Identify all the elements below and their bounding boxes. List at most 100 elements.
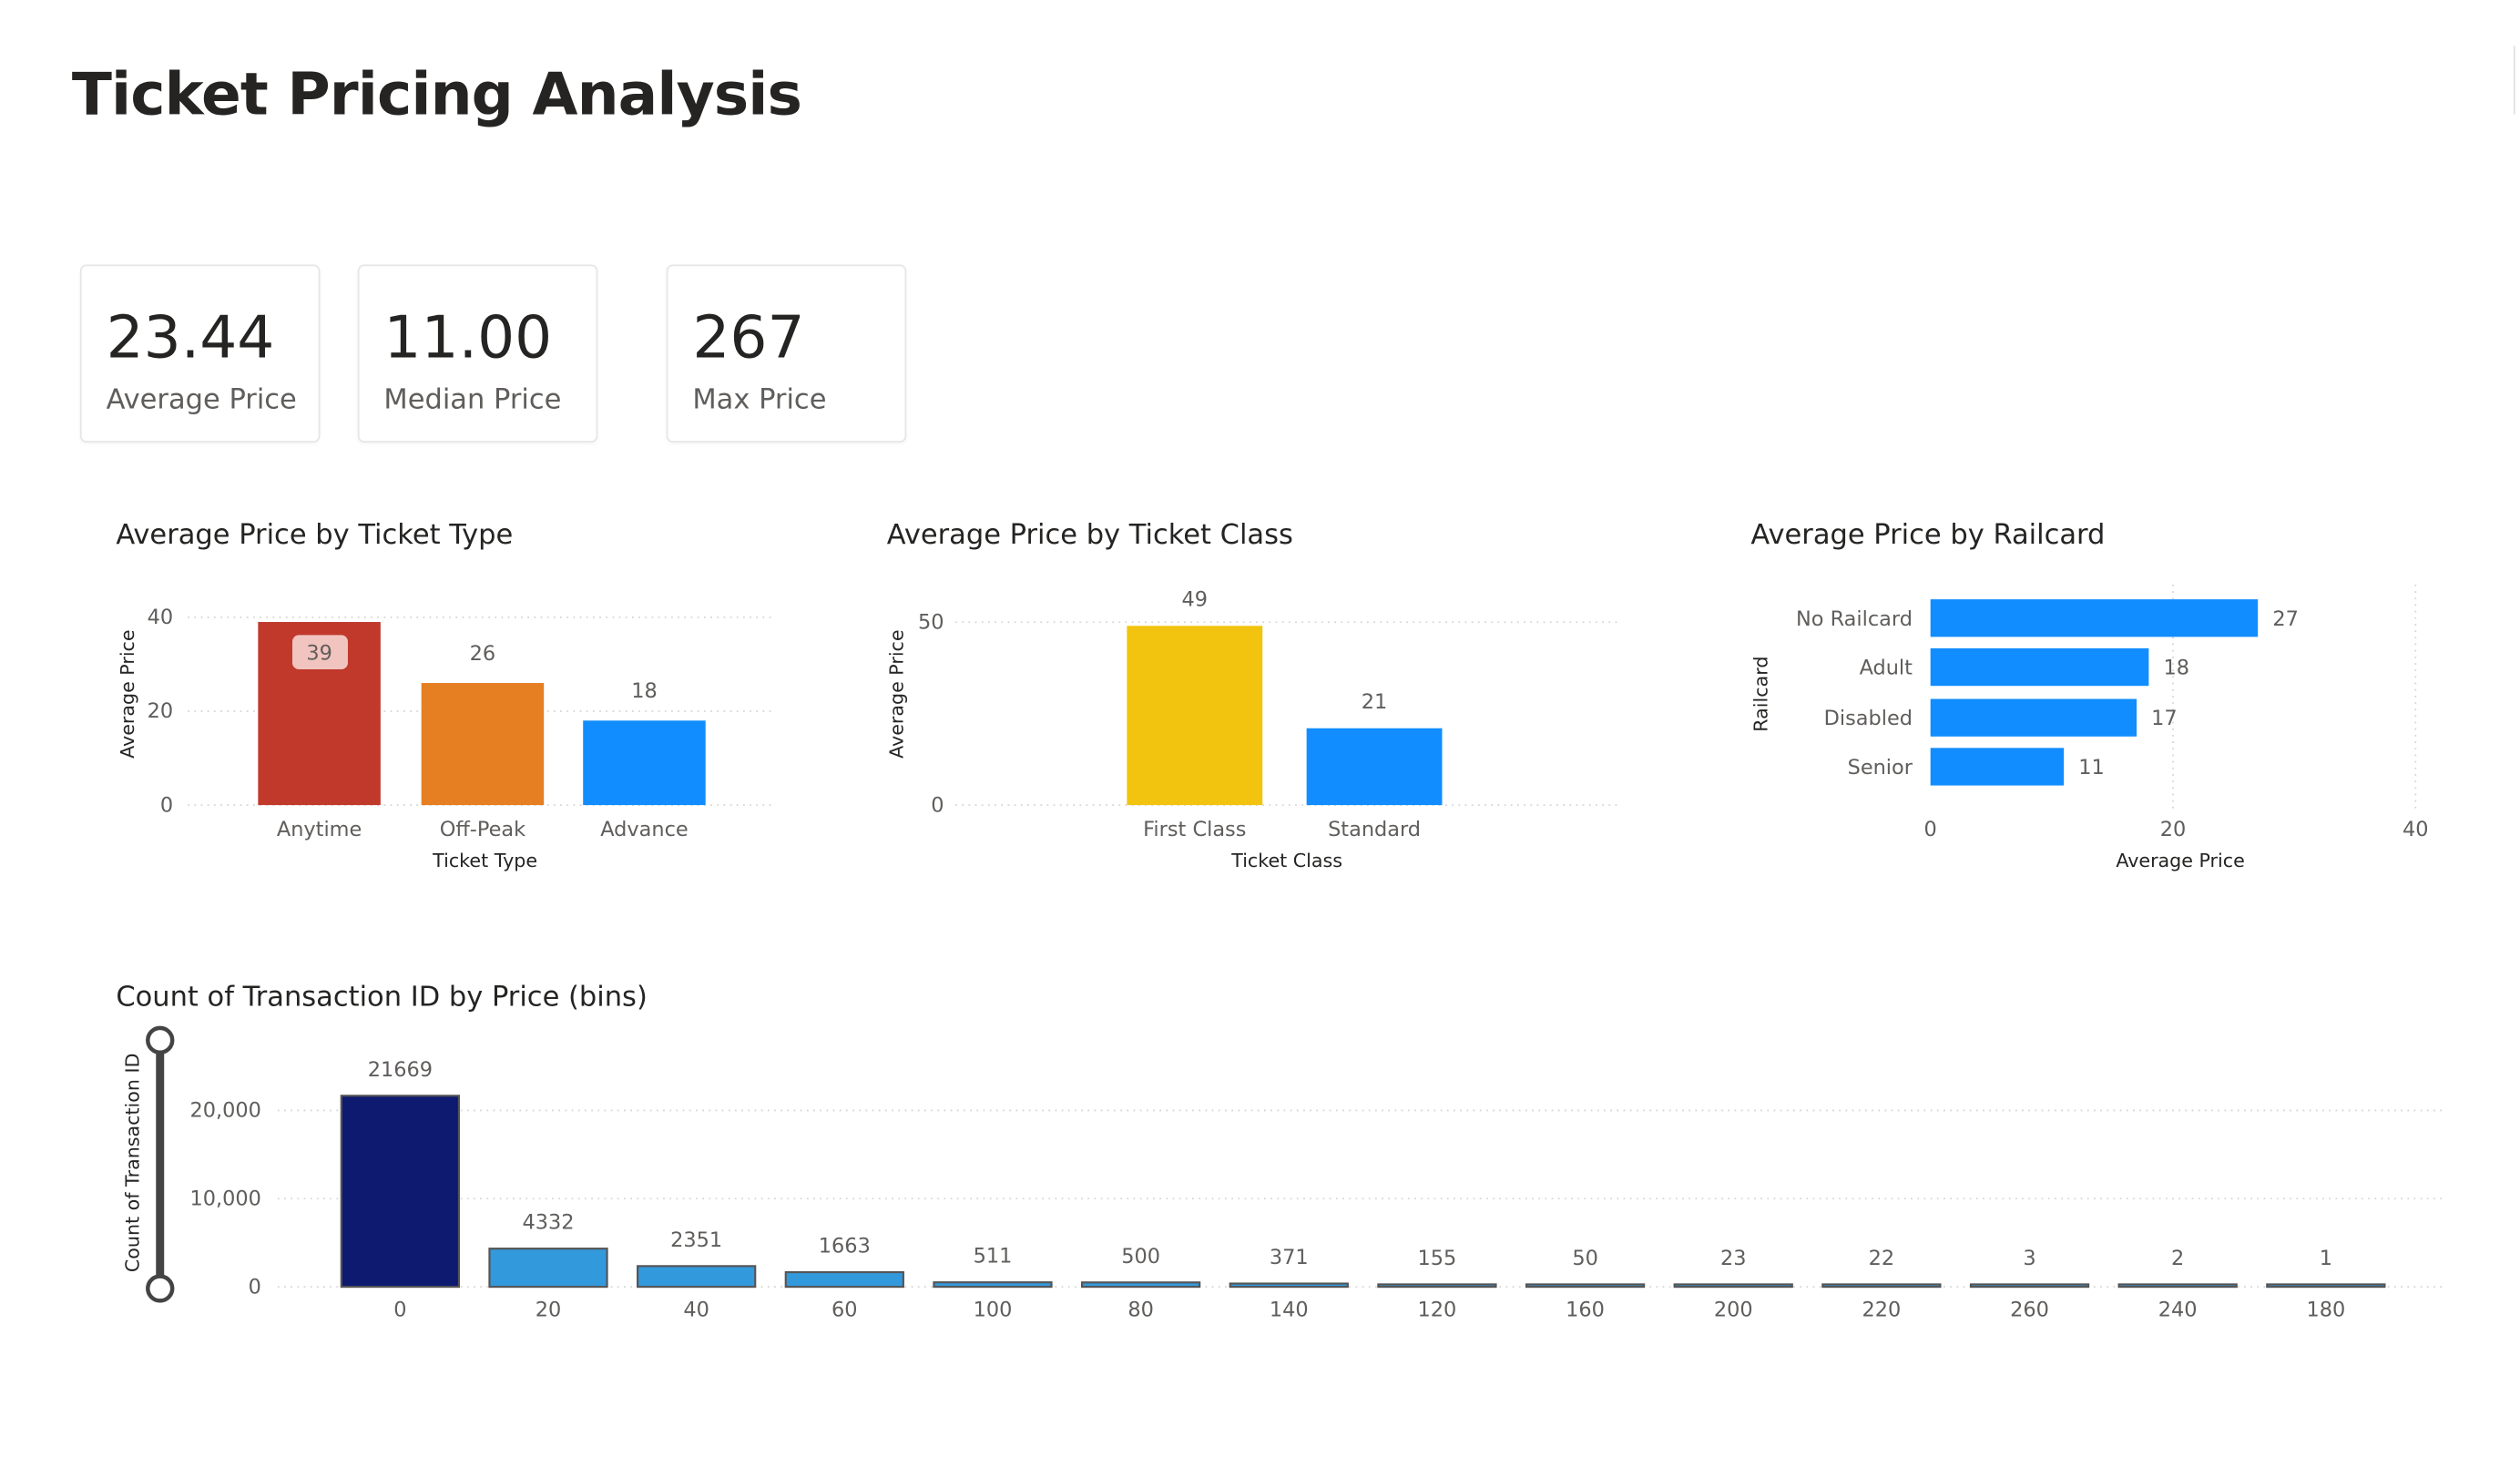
y-tick-label: 0 (931, 793, 944, 817)
y-tick-label: 0 (160, 793, 173, 817)
data-label: 50 (1572, 1247, 1598, 1270)
y-tick-label: 40 (148, 606, 174, 629)
x-tick-label: 0 (1924, 818, 1937, 841)
y-axis-title: Average Price (117, 629, 138, 758)
kpi-card-average-price[interactable]: 23.44 Average Price (79, 264, 321, 443)
data-label: 500 (1121, 1245, 1160, 1269)
y-tick-label[interactable]: Disabled (1824, 707, 1913, 730)
kpi-label: Average Price (106, 383, 297, 417)
bar-bin-160[interactable] (1525, 1283, 1646, 1289)
data-label: 18 (631, 679, 658, 703)
kpi-card-median-price[interactable]: 11.00 Median Price (357, 264, 598, 443)
x-tick-label[interactable]: 160 (1566, 1298, 1605, 1321)
data-label: 27 (2272, 607, 2299, 631)
kpi-value: 267 (692, 305, 805, 372)
data-label: 155 (1418, 1247, 1457, 1270)
data-label-badge (292, 635, 348, 670)
data-label: 39 (306, 641, 332, 665)
bar-bin-140[interactable] (1229, 1282, 1349, 1289)
kpi-value: 11.00 (383, 305, 553, 372)
chart-title-ticket-type: Average Price by Ticket Type (116, 519, 514, 553)
data-label: 2 (2171, 1247, 2184, 1270)
x-axis-title: Average Price (2116, 850, 2244, 871)
bar-bin-0[interactable] (340, 1095, 460, 1289)
data-label: 23 (1720, 1247, 1747, 1270)
kpi-label: Median Price (383, 383, 562, 417)
bar-senior[interactable] (1930, 748, 2065, 786)
x-tick-label[interactable]: 200 (1714, 1298, 1753, 1321)
bar-bin-120[interactable] (1377, 1283, 1497, 1289)
x-tick-label[interactable]: Advance (600, 818, 688, 841)
x-tick-label: 40 (2403, 818, 2429, 841)
bar-bin-200[interactable] (1673, 1283, 1793, 1289)
y-tick-label[interactable]: Adult (1860, 657, 1913, 680)
x-axis-title: Ticket Class (1230, 850, 1342, 871)
x-tick-label[interactable]: 60 (831, 1298, 858, 1321)
x-tick-label[interactable]: Off-Peak (440, 818, 525, 841)
y-axis-title: Railcard (1750, 657, 1771, 732)
bar-off-peak[interactable] (421, 683, 545, 806)
bar-bin-220[interactable] (1821, 1283, 1942, 1289)
x-tick-label[interactable]: 120 (1418, 1298, 1457, 1321)
x-tick-label[interactable]: 220 (1862, 1298, 1901, 1321)
bar-bin-80[interactable] (1080, 1281, 1201, 1289)
bar-advance[interactable] (583, 720, 706, 806)
bar-bin-240[interactable] (2117, 1283, 2238, 1289)
x-axis-title: Ticket Type (432, 850, 537, 871)
kpi-value: 23.44 (106, 305, 275, 372)
data-label: 2351 (670, 1228, 722, 1252)
data-label: 371 (1270, 1246, 1309, 1269)
bar-adult[interactable] (1930, 647, 2149, 687)
chart-title-railcard: Average Price by Railcard (1750, 519, 2106, 553)
y-tick-label: 20,000 (190, 1099, 261, 1123)
data-label: 21 (1362, 690, 1388, 714)
bar-bin-60[interactable] (784, 1270, 904, 1289)
bar-bin-260[interactable] (1969, 1283, 2090, 1289)
x-tick-label[interactable]: Anytime (277, 818, 362, 841)
data-label: 3 (2023, 1247, 2035, 1270)
bar-bin-20[interactable] (488, 1248, 608, 1289)
y-tick-label: 50 (918, 610, 944, 634)
zoom-slider-handle-top[interactable] (146, 1025, 175, 1055)
x-tick-label[interactable]: Standard (1328, 818, 1421, 841)
data-label: 18 (2163, 657, 2189, 680)
x-tick-label[interactable]: 180 (2306, 1298, 2345, 1321)
x-tick-label[interactable]: 140 (1270, 1298, 1309, 1321)
y-tick-label: 20 (148, 699, 174, 723)
x-tick-label[interactable]: 40 (683, 1298, 709, 1321)
x-tick-label[interactable]: 80 (1127, 1298, 1154, 1321)
page-title: Ticket Pricing Analysis (71, 62, 802, 129)
x-tick-label[interactable]: 260 (2010, 1298, 2049, 1321)
panel-divider (2513, 46, 2515, 115)
bar-no-railcard[interactable] (1930, 599, 2259, 637)
y-tick-label: 10,000 (190, 1187, 261, 1210)
x-tick-label[interactable]: First Class (1143, 818, 1246, 841)
bar-first-class[interactable] (1127, 626, 1263, 806)
x-tick-label[interactable]: 240 (2158, 1298, 2198, 1321)
chart-title-price-bins: Count of Transaction ID by Price (bins) (116, 981, 648, 1014)
data-label: 511 (974, 1245, 1013, 1269)
bar-bin-100[interactable] (933, 1281, 1053, 1289)
y-tick-label[interactable]: No Railcard (1796, 607, 1913, 631)
y-tick-label: 0 (249, 1275, 261, 1299)
data-label: 26 (470, 642, 496, 666)
bar-bin-40[interactable] (637, 1265, 757, 1289)
kpi-card-max-price[interactable]: 267 Max Price (666, 264, 907, 443)
data-label: 1 (2320, 1247, 2332, 1270)
bar-bin-180[interactable] (2266, 1283, 2386, 1289)
data-label: 11 (2078, 756, 2105, 779)
x-tick-label[interactable]: 100 (974, 1298, 1013, 1321)
kpi-label: Max Price (692, 383, 827, 417)
y-axis-title: Average Price (886, 629, 908, 758)
bar-disabled[interactable] (1930, 698, 2137, 737)
data-label: 22 (1869, 1247, 1895, 1270)
x-tick-label[interactable]: 20 (536, 1298, 562, 1321)
data-label: 4332 (522, 1211, 574, 1235)
x-tick-label[interactable]: 0 (393, 1298, 406, 1321)
y-axis-title: Count of Transaction ID (121, 1054, 143, 1273)
y-tick-label[interactable]: Senior (1848, 756, 1913, 779)
bar-standard[interactable] (1306, 728, 1443, 806)
zoom-slider-handle-bottom[interactable] (146, 1274, 175, 1303)
